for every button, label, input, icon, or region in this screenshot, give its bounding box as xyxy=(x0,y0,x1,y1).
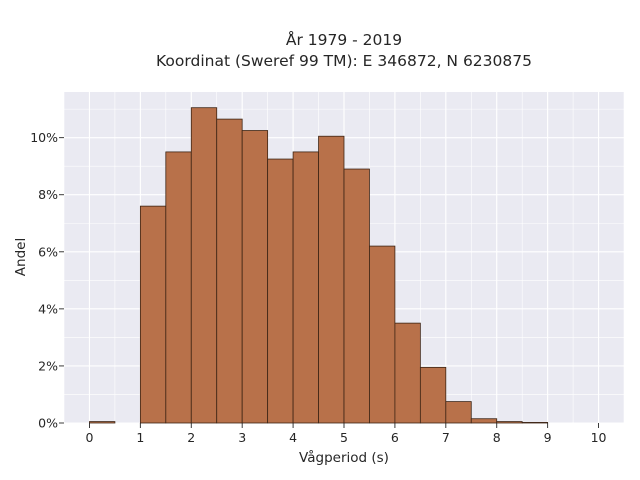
x-tick-label: 9 xyxy=(544,430,552,445)
histogram-bar xyxy=(419,366,447,424)
x-tick-label: 4 xyxy=(289,430,297,445)
histogram-bar xyxy=(470,418,498,424)
histogram-bars xyxy=(89,107,549,424)
y-tick-label: 10% xyxy=(30,130,58,145)
histogram-bar xyxy=(190,107,218,424)
histogram-bar xyxy=(369,245,396,424)
histogram-bar xyxy=(292,151,319,424)
histogram-bar xyxy=(521,422,549,424)
y-tick-label: 8% xyxy=(38,187,58,202)
chart-title-line-2: Koordinat (Sweref 99 TM): E 346872, N 62… xyxy=(156,52,532,70)
histogram-bar xyxy=(496,421,523,424)
y-tick-label: 4% xyxy=(38,301,58,316)
x-tick-label: 1 xyxy=(136,430,144,445)
x-tick-label: 5 xyxy=(340,430,348,445)
x-tick-label: 8 xyxy=(493,430,501,445)
y-tick-label: 6% xyxy=(38,244,58,259)
histogram-bar xyxy=(343,168,370,424)
histogram-bar xyxy=(165,151,192,424)
histogram-bar xyxy=(139,205,167,424)
histogram-bar xyxy=(89,421,116,424)
x-tick-label: 2 xyxy=(187,430,195,445)
histogram-bar xyxy=(318,135,345,424)
histogram-bar xyxy=(445,401,472,424)
y-tick-label: 0% xyxy=(38,416,58,431)
x-tick-label: 6 xyxy=(391,430,399,445)
x-axis-label: Vågperiod (s) xyxy=(299,449,389,466)
histogram-bar xyxy=(241,130,269,424)
y-axis-ticks: 0% 2% 4% 6% 8% 10% xyxy=(30,130,64,431)
x-tick-label: 7 xyxy=(442,430,450,445)
histogram-bar xyxy=(394,322,421,424)
x-tick-label: 3 xyxy=(238,430,246,445)
histogram-bar xyxy=(216,118,243,424)
chart-title-line-1: År 1979 - 2019 xyxy=(286,30,402,49)
x-tick-label: 10 xyxy=(591,430,607,445)
y-tick-label: 2% xyxy=(38,358,58,373)
histogram-bar xyxy=(267,158,294,424)
y-axis-label: Andel xyxy=(13,238,29,276)
x-axis-ticks: 0 1 2 3 4 5 6 7 8 9 10 xyxy=(85,423,607,445)
x-tick-label: 0 xyxy=(85,430,93,445)
